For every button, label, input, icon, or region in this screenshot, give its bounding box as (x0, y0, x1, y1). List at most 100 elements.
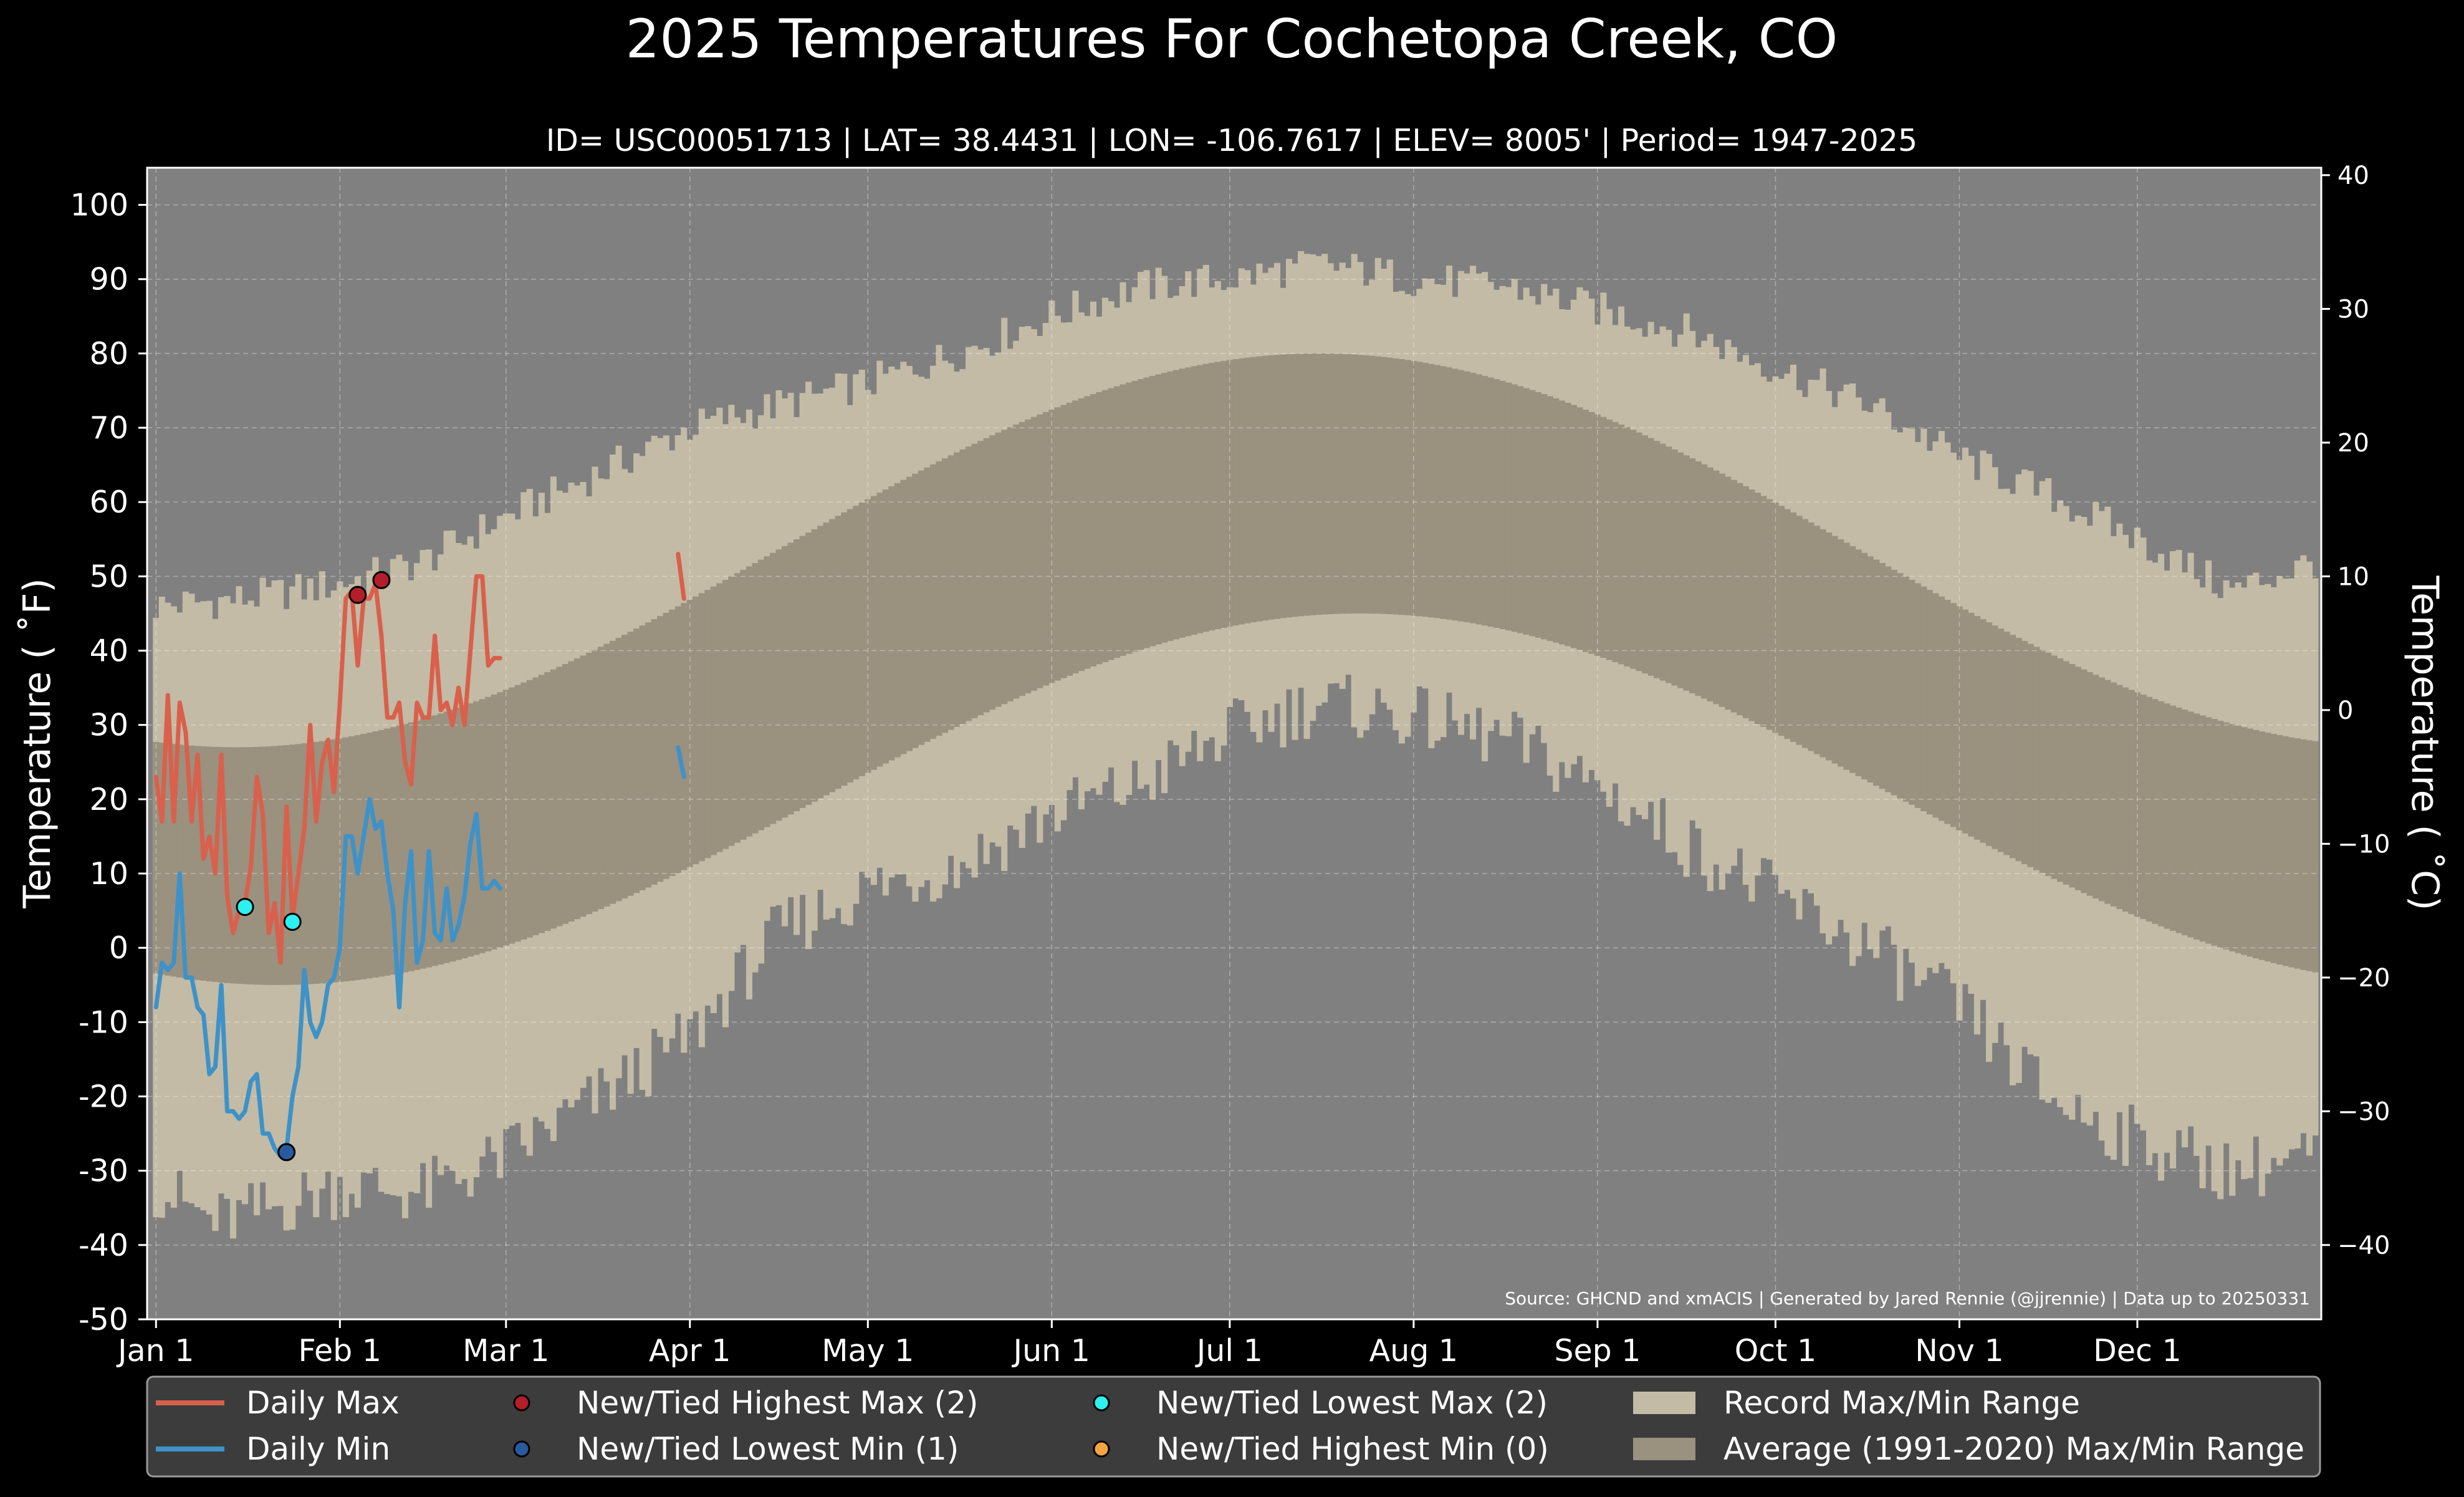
normal-range-bar (1725, 476, 1732, 710)
normal-range-bar (413, 720, 421, 970)
y2-tick-label: 20 (2337, 429, 2369, 458)
normal-range-bar (1232, 359, 1239, 626)
normal-range-bar (1357, 355, 1364, 614)
normal-range-bar (1801, 519, 1809, 748)
normal-range-bar (2145, 696, 2153, 922)
normal-range-bar (1730, 479, 1737, 713)
x-tick-label: Feb 1 (299, 1333, 382, 1369)
normal-range-bar (2069, 663, 2076, 888)
normal-range-bar (1310, 353, 1316, 615)
legend-label: Daily Max (246, 1385, 400, 1421)
normal-range-bar (1879, 563, 1886, 789)
normal-range-bar (1594, 414, 1601, 656)
normal-range-bar (1796, 516, 1803, 745)
legend-label: Average (1991-2020) Max/Min Range (1723, 1431, 2304, 1467)
normal-range-bar (1398, 359, 1405, 615)
normal-range-bar (1956, 606, 1963, 830)
normal-range-bar (681, 603, 688, 870)
normal-range-bar (1973, 615, 1981, 840)
y-tick-label: 100 (70, 188, 128, 223)
normal-range-bar (1037, 414, 1043, 688)
normal-range-bar (218, 747, 225, 983)
normal-range-bar (1938, 596, 1945, 821)
normal-range-bar (1914, 583, 1921, 808)
normal-range-bar (1671, 449, 1678, 686)
record-marker-lowest-max (236, 898, 254, 917)
normal-range-bar (325, 740, 332, 983)
legend-box (146, 1375, 2321, 1478)
normal-range-bar (1214, 362, 1221, 630)
normal-range-bar (1345, 354, 1352, 614)
normal-range-bar (954, 452, 961, 727)
normal-range-bar (1493, 379, 1500, 628)
normal-range-bar (1280, 354, 1287, 619)
normal-range-bar (1101, 390, 1109, 662)
y-tick-label: 30 (90, 708, 128, 743)
normal-range-bar (1778, 506, 1785, 736)
normal-range-bar (1636, 432, 1642, 671)
y-tick-label: -50 (79, 1302, 128, 1337)
normal-range-bar (2027, 643, 2034, 867)
y2-tick-label: −30 (2337, 1097, 2390, 1126)
normal-range-bar (1173, 370, 1180, 640)
normal-range-bar (918, 470, 925, 745)
normal-range-bar (330, 739, 337, 983)
normal-range-bar (657, 615, 664, 882)
normal-range-bar (1588, 412, 1595, 654)
normal-range-bar (283, 745, 290, 985)
normal-range-bar (722, 580, 729, 849)
grid-lines (147, 168, 2321, 1320)
normal-range-bar (1546, 396, 1553, 642)
normal-range-bar (1813, 526, 1821, 754)
legend-swatch-patch (1633, 1392, 1695, 1414)
normal-range-bar (1315, 353, 1322, 615)
normal-range-bar (485, 696, 492, 951)
normal-range-bar (1030, 416, 1037, 691)
normal-range-bar (710, 586, 717, 855)
normal-range-bar (1285, 354, 1293, 618)
normal-range-bar (1838, 539, 1844, 767)
y2-tick-label: 30 (2337, 295, 2369, 324)
normal-range-bar (906, 476, 913, 751)
normal-range-bar (1084, 396, 1091, 669)
legend-swatch-marker (513, 1440, 530, 1458)
normal-range-bar (1363, 355, 1369, 614)
normal-range-bar (2134, 692, 2141, 917)
series-line (676, 745, 686, 779)
normal-range-bar (1629, 430, 1637, 669)
normal-range-bar (627, 632, 634, 896)
x-tick-label: May 1 (822, 1333, 914, 1369)
normal-range-bar (693, 596, 699, 865)
legend-label: New/Tied Lowest Min (1) (577, 1431, 959, 1467)
normal-range-bar (2140, 694, 2147, 920)
normal-range-bar (509, 687, 515, 944)
normal-range-bar (1179, 368, 1186, 638)
x-tick-label: Oct 1 (1735, 1333, 1816, 1369)
normal-range-bar (1487, 377, 1494, 627)
normal-range-bar (491, 694, 497, 950)
normal-range-bar (1048, 410, 1055, 683)
normal-range-bar (1843, 542, 1850, 770)
normal-range-bar (757, 559, 765, 830)
normal-range-bar (1766, 499, 1773, 730)
y2-tick-label: 10 (2337, 562, 2369, 591)
normal-range-bar (959, 449, 966, 724)
normal-range-bar (259, 746, 266, 985)
normal-range-bar (592, 650, 598, 912)
x-tick-label: Mar 1 (463, 1333, 549, 1369)
normal-range-bar (301, 743, 308, 984)
normal-range-bar (1393, 358, 1399, 615)
normal-range-bar (1072, 400, 1079, 674)
normal-range-bar (1066, 402, 1073, 676)
normal-range-bar (1582, 410, 1589, 652)
normal-range-bar (1060, 405, 1067, 678)
legend-label: Daily Min (246, 1431, 390, 1467)
normal-range-bar (2164, 703, 2170, 929)
normal-range-bar (2074, 667, 2081, 890)
normal-range-bar (734, 573, 741, 843)
x-tick-label: Jul 1 (1195, 1333, 1263, 1369)
x-tick-label: Jan 1 (116, 1333, 194, 1369)
normal-range-bar (206, 746, 213, 981)
normal-range-bar (1600, 416, 1607, 658)
normal-range-bar (2057, 658, 2064, 882)
